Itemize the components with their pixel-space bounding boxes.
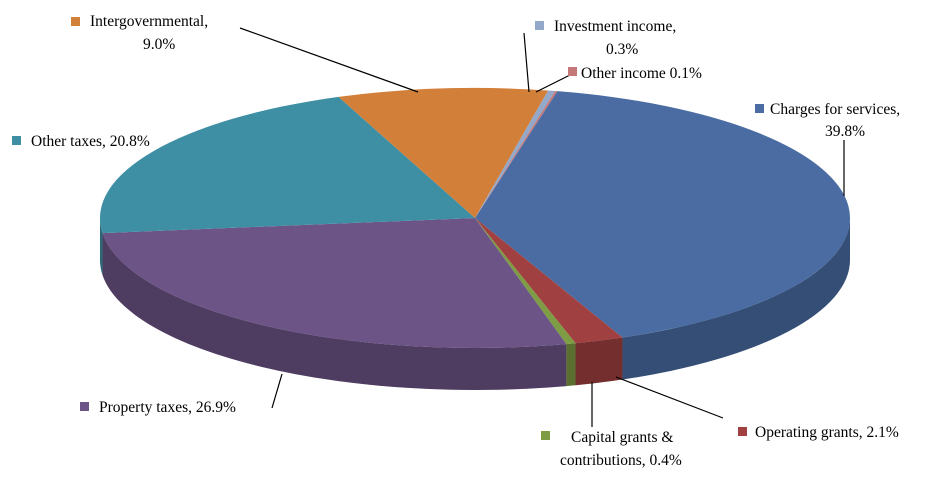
pie-top-faces xyxy=(100,87,850,348)
key-operating xyxy=(738,427,747,436)
pie-side-shade-capital-grants-contributions xyxy=(566,343,576,387)
pie-slice-investment-income xyxy=(475,90,556,218)
key-capital xyxy=(541,431,550,440)
leader-line-property xyxy=(271,373,283,409)
label-other-taxes: Other taxes, 20.8% xyxy=(31,133,150,150)
key-property xyxy=(80,402,89,411)
leader-lines xyxy=(239,27,845,427)
pie-slice-capital-grants-contributions xyxy=(475,218,576,345)
leader-line-operating xyxy=(615,376,724,419)
pie-side-shade-other-taxes xyxy=(100,218,103,276)
pie-slice-other-taxes xyxy=(100,96,475,234)
label-capital-line2: contributions, 0.4% xyxy=(560,452,682,469)
pie-side-other-taxes xyxy=(100,218,103,276)
leader-line-other-income xyxy=(535,72,575,93)
pie-slice-other-income xyxy=(475,91,558,218)
label-property-taxes: Property taxes, 26.9% xyxy=(99,399,236,416)
leader-line-investment-income xyxy=(523,32,530,93)
pie-side-shade-charges-for-services xyxy=(622,218,850,380)
pie-slice-intergovernmental xyxy=(338,87,549,218)
leader-line-intergovernmental xyxy=(239,27,419,93)
key-other-income xyxy=(568,67,577,76)
key-other-taxes xyxy=(12,136,21,145)
label-intergovernmental-line2: 9.0% xyxy=(143,36,175,53)
pie-side-walls xyxy=(100,218,850,390)
label-capital-line1: Capital grants & xyxy=(571,429,673,446)
pie-side-shade-operating-grants xyxy=(575,337,623,386)
label-investment-income-line2: 0.3% xyxy=(606,41,638,58)
label-intergovernmental-line1: Intergovernmental, xyxy=(90,13,208,30)
label-investment-income-line1: Investment income, xyxy=(554,18,676,35)
pie-side-charges-for-services xyxy=(622,218,850,380)
label-keys xyxy=(12,17,764,440)
pie-slice-property-taxes xyxy=(102,218,567,348)
pie-slice-operating-grants xyxy=(475,218,623,344)
label-charges-line1: Charges for services, xyxy=(770,101,900,118)
key-charges xyxy=(755,104,764,113)
pie-side-property-taxes xyxy=(102,233,567,390)
pie-side-operating-grants xyxy=(575,337,623,386)
key-intergovernmental xyxy=(71,17,80,26)
label-other-income: Other income 0.1% xyxy=(581,65,702,82)
pie-slice-charges-for-services xyxy=(475,91,850,338)
label-operating-grants: Operating grants, 2.1% xyxy=(755,424,899,441)
pie-side-capital-grants-contributions xyxy=(566,343,576,387)
pie-side-shade-property-taxes xyxy=(102,233,567,390)
label-charges-line2: 39.8% xyxy=(825,123,865,140)
key-investment-income xyxy=(535,21,544,30)
